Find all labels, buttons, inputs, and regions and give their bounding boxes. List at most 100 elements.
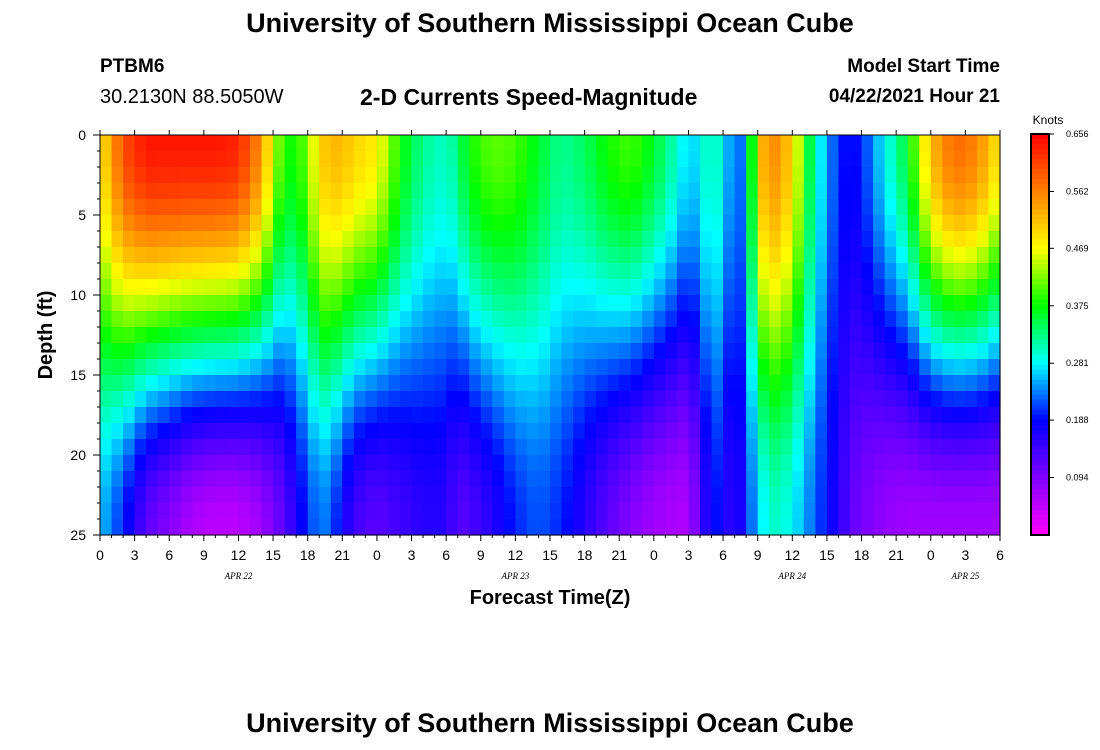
colorbar-segment <box>1031 434 1049 441</box>
heatmap-cell <box>146 167 159 184</box>
heatmap-cell <box>180 247 193 264</box>
heatmap-cell <box>815 423 828 440</box>
heatmap-cell <box>884 327 897 344</box>
heatmap-cell <box>573 343 586 360</box>
heatmap-cell <box>353 375 366 392</box>
heatmap-cell <box>365 327 378 344</box>
heatmap-cell <box>434 423 447 440</box>
heatmap-cell <box>284 199 297 216</box>
heatmap-cell <box>665 135 678 152</box>
heatmap-cell <box>123 519 136 536</box>
heatmap-cell <box>653 263 666 280</box>
heatmap-cell <box>307 183 320 200</box>
heatmap-cell <box>976 295 990 312</box>
heatmap-cell <box>434 503 447 520</box>
heatmap-cell <box>561 199 574 216</box>
heatmap-cell <box>342 407 355 424</box>
heatmap-cell <box>365 471 378 488</box>
heatmap-cell <box>780 135 793 152</box>
heatmap-cell <box>676 391 690 408</box>
heatmap-cell <box>734 391 747 408</box>
heatmap-cell <box>711 423 724 440</box>
colorbar-segment <box>1031 474 1049 481</box>
x-axis: 0 3 6 9 12 15 18 21 0 3 6 9 12 15 18 21 0 3 6 9 12 15 18 21 0 3 6A… <box>96 130 1004 581</box>
heatmap-cell <box>676 295 690 312</box>
heatmap-cell <box>723 391 736 408</box>
heatmap-cell <box>930 471 943 488</box>
heatmap-cell <box>826 455 840 472</box>
colorbar-segment <box>1031 219 1049 225</box>
heatmap-cell <box>157 327 170 344</box>
heatmap-cell <box>469 151 482 168</box>
heatmap-cell <box>642 151 655 168</box>
heatmap-cell <box>526 423 540 440</box>
heatmap-cell <box>538 215 551 232</box>
heatmap-cell <box>123 167 136 184</box>
heatmap-cell <box>803 343 816 360</box>
heatmap-cell <box>169 247 182 264</box>
heatmap-cell <box>469 167 482 184</box>
heatmap-cell <box>330 327 343 344</box>
heatmap-cell <box>619 391 632 408</box>
heatmap-cell <box>653 151 666 168</box>
heatmap-cell <box>792 231 805 248</box>
colorbar-segment <box>1031 294 1049 301</box>
heatmap-cell <box>526 183 540 200</box>
heatmap-cell <box>919 407 932 424</box>
heatmap-cell <box>273 423 286 440</box>
heatmap-cell <box>503 391 516 408</box>
heatmap-cell <box>146 471 159 488</box>
heatmap-cell <box>907 279 920 296</box>
heatmap-cell <box>907 199 920 216</box>
heatmap-cell <box>861 183 874 200</box>
heatmap-cell <box>388 343 401 360</box>
heatmap-cell <box>203 359 216 376</box>
heatmap-cell <box>134 199 147 216</box>
heatmap-cell <box>769 519 782 536</box>
heatmap-cell <box>815 135 828 152</box>
heatmap-cell <box>319 407 332 424</box>
heatmap-cell <box>976 199 990 216</box>
heatmap-cell <box>250 343 263 360</box>
heatmap-cell <box>411 439 424 456</box>
heatmap-cell <box>469 263 482 280</box>
heatmap-cell <box>976 135 990 152</box>
heatmap-cell <box>157 199 170 216</box>
heatmap-cell <box>930 359 943 376</box>
heatmap-cell <box>884 391 897 408</box>
heatmap-cell <box>457 215 470 232</box>
colorbar-segment <box>1031 329 1049 336</box>
heatmap-cell <box>123 215 136 232</box>
heatmap-cell <box>803 247 816 264</box>
heatmap-cell <box>376 503 390 520</box>
heatmap-cell <box>596 439 609 456</box>
heatmap-cell <box>607 375 620 392</box>
colorbar-segment <box>1031 504 1049 511</box>
heatmap-cell <box>526 135 540 152</box>
heatmap-cell <box>676 311 690 328</box>
heatmap-cell <box>700 151 713 168</box>
heatmap-cell <box>365 151 378 168</box>
heatmap-cell <box>111 135 124 152</box>
heatmap-cell <box>388 487 401 504</box>
colorbar-segment <box>1031 209 1049 215</box>
heatmap-cell <box>180 471 193 488</box>
heatmap-cell <box>111 279 124 296</box>
heatmap-cell <box>769 455 782 472</box>
heatmap-cell <box>434 327 447 344</box>
heatmap-cell <box>550 455 563 472</box>
heatmap-cell <box>157 311 170 328</box>
heatmap-cell <box>330 199 343 216</box>
heatmap-cell <box>953 391 966 408</box>
heatmap-cell <box>284 231 297 248</box>
heatmap-cell <box>942 471 955 488</box>
heatmap-cell <box>388 327 401 344</box>
heatmap-cell <box>388 279 401 296</box>
heatmap-cell <box>642 519 655 536</box>
heatmap-cell <box>423 391 436 408</box>
heatmap-cell <box>307 423 320 440</box>
heatmap-cell <box>965 295 978 312</box>
colorbar-segment <box>1031 464 1049 471</box>
heatmap-cell <box>492 519 505 536</box>
heatmap-cell <box>342 439 355 456</box>
